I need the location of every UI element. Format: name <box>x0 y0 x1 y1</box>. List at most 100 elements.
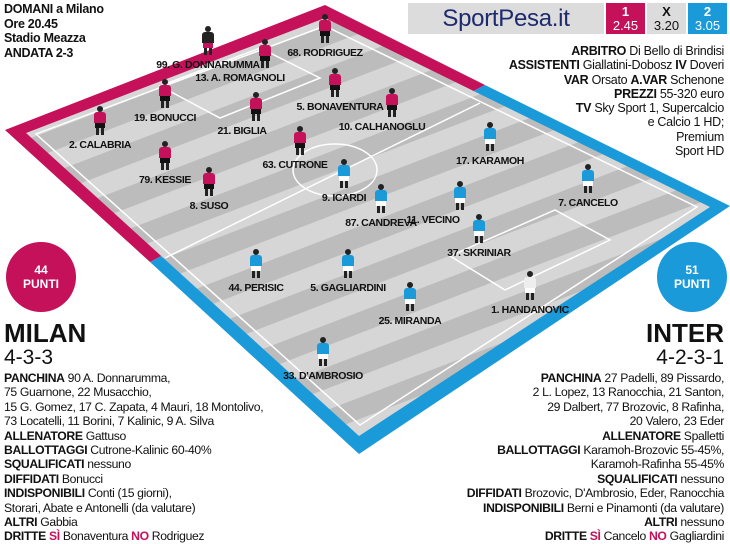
info-line: ALLENATORE Spalletti <box>467 429 724 443</box>
info-key: PANCHINA <box>4 371 65 385</box>
player-figure-icon <box>93 106 107 136</box>
info-key: DRITTE <box>544 529 587 544</box>
player-name: 19. BONUCCI <box>133 112 197 124</box>
info-value: Gattuso <box>82 428 127 443</box>
player-name: 63. CUTRONE <box>262 159 328 171</box>
info-key: ALLENATORE <box>602 428 681 443</box>
info-key: ASSISTENTI <box>508 58 580 73</box>
info-key: IV <box>675 58 687 73</box>
officials-info: ARBITRO Di Bello di Brindisi ASSISTENTI G… <box>464 44 724 158</box>
info-line: ARBITRO Di Bello di Brindisi <box>464 44 724 58</box>
info-value: Spalletti <box>680 428 725 443</box>
player-name: 99. G. DONNARUMMA <box>156 59 260 71</box>
points-label: PUNTI <box>23 277 59 291</box>
info-key: A.VAR <box>630 72 667 87</box>
info-line: 29 Dalbert, 77 Brozovic, 8 Rafinha, <box>467 400 724 414</box>
match-time: Ore 20.45 <box>4 16 58 31</box>
info-value: Bonaventura <box>59 529 132 544</box>
inter-notes: PANCHINA 27 Padelli, 89 Pissardo, 2 L. Lo… <box>467 371 725 544</box>
player-name: 5. BONAVENTURA <box>296 101 384 113</box>
player-figure-icon <box>581 164 595 194</box>
player-figure-icon <box>523 271 537 301</box>
player-figure-icon <box>374 184 388 214</box>
info-key: SQUALIFICATI <box>597 471 678 486</box>
odds-label: 1 <box>621 4 630 19</box>
info-key: ALTRI <box>4 515 38 530</box>
info-key: DIFFIDATI <box>4 471 59 486</box>
player-name: 9. ICARDI <box>321 192 367 204</box>
info-value: Karamoh-Brozovic 55-45%, <box>580 443 724 458</box>
info-line: TV Sky Sport 1, Supercalcio <box>464 101 725 116</box>
info-value: nessuno <box>677 471 724 486</box>
player-figure-icon <box>328 68 342 98</box>
odds-home: 1 2.45 <box>606 3 645 34</box>
player-figure-icon <box>341 249 355 279</box>
info-value: Doveri <box>686 58 725 73</box>
player-figure-icon <box>201 26 215 56</box>
player-name: 68. RODRIGUEZ <box>287 47 363 59</box>
player-name: 33. D'AMBROSIO <box>283 370 363 382</box>
info-value: Cancelo <box>600 529 649 544</box>
milan-formation: 4-3-3 <box>4 346 54 369</box>
info-value: Di Bello di Brindisi <box>626 44 724 58</box>
player-figure-icon <box>249 249 263 279</box>
info-key: TV <box>575 101 592 116</box>
info-line: BALLOTTAGGI Cutrone-Kalinic 60-40% <box>4 443 263 457</box>
info-line: DIFFIDATI Bonucci <box>4 472 263 486</box>
info-line: 2 L. Lopez, 13 Ranocchia, 21 Santon, <box>467 385 725 400</box>
info-value: Gabbia <box>37 515 78 530</box>
info-line: PANCHINA 90 A. Donnarumma, <box>4 371 263 385</box>
odds-draw: X 3.20 <box>647 3 686 34</box>
info-key: SQUALIFICATI <box>4 457 85 472</box>
info-line: VAR Orsato A.VAR Schenone <box>464 73 724 87</box>
info-value: 75 Guarnone, 22 Musacchio, <box>4 385 152 400</box>
info-value: nessuno <box>677 515 724 530</box>
info-value: Bonucci <box>58 471 103 486</box>
info-line: Storari, Abate e Antonelli (da valutare) <box>4 501 263 515</box>
info-line: INDISPONIBILI Berni e Pinamonti (da valu… <box>467 501 724 515</box>
info-value: Sky Sport 1, Supercalcio <box>591 101 724 116</box>
player-figure-icon <box>318 14 332 44</box>
player-figure-icon <box>202 167 216 197</box>
info-value: Karamoh-Rafinha 55-45% <box>590 457 725 472</box>
info-line: Karamoh-Rafinha 55-45% <box>467 457 725 472</box>
player-figure-icon <box>385 88 399 118</box>
player-figure-icon <box>472 214 486 244</box>
info-value: Cutrone-Kalinic 60-40% <box>87 443 212 458</box>
player-name: 79. KESSIE <box>138 174 192 186</box>
info-value: Giallatini-Dobosz <box>579 58 676 73</box>
info-line: PANCHINA 27 Padelli, 89 Pissardo, <box>467 371 725 385</box>
info-value: Gagliardini <box>666 529 725 544</box>
info-line: e Calcio 1 HD; <box>464 115 725 129</box>
center-circle <box>292 143 378 197</box>
info-value: Brozovic, D'Ambrosio, Eder, Ranocchia <box>521 486 725 501</box>
odds-away: 2 3.05 <box>688 3 727 34</box>
milan-team-name: MILAN <box>4 318 87 348</box>
info-value: 27 Padelli, 89 Pissardo, <box>601 371 724 385</box>
odds-value: 3.05 <box>694 18 721 33</box>
info-line: INDISPONIBILI Conti (15 giorni), <box>4 486 263 500</box>
info-key: VAR <box>563 72 589 87</box>
odds-label: X <box>662 4 671 19</box>
info-value: 55-320 euro <box>656 86 724 101</box>
inter-box <box>448 209 612 291</box>
info-value: Sport HD <box>674 144 724 159</box>
milan-points-badge: 44 PUNTI <box>6 242 76 312</box>
info-key: INDISPONIBILI <box>483 500 564 515</box>
info-line: SQUALIFICATI nessuno <box>4 457 263 471</box>
info-line: ALLENATORE Gattuso <box>4 429 263 443</box>
info-value: Storari, Abate e Antonelli (da valutare) <box>4 500 196 515</box>
info-value: 2 L. Lopez, 13 Ranocchia, 21 Santon, <box>532 385 725 400</box>
player-figure-icon <box>403 282 417 312</box>
player-figure-icon <box>483 122 497 152</box>
info-key: PANCHINA <box>540 371 602 385</box>
info-value: 20 Valero, 23 Eder <box>629 414 725 429</box>
info-line: ASSISTENTI Giallatini-Dobosz IV Doveri <box>464 58 724 72</box>
info-line: 20 Valero, 23 Eder <box>467 414 725 429</box>
milan-notes: PANCHINA 90 A. Donnarumma, 75 Guarnone, 2… <box>4 371 264 544</box>
tip-marker: NO <box>648 529 667 544</box>
info-key: ARBITRO <box>571 44 627 58</box>
milan-box <box>158 47 322 119</box>
player-figure-icon <box>293 126 307 156</box>
tip-marker: SÌ <box>589 529 601 544</box>
